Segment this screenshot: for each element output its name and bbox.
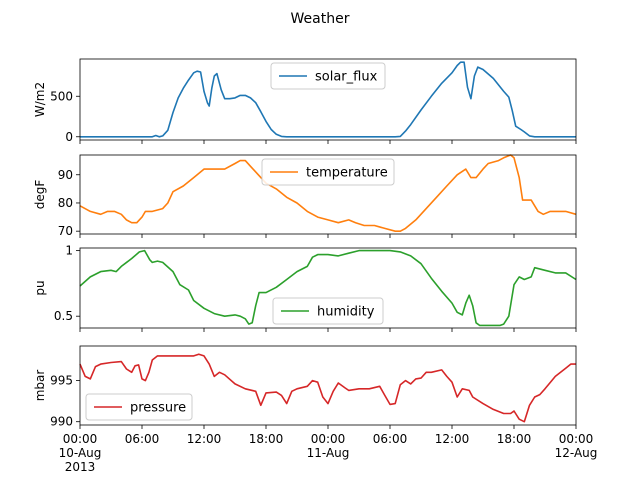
x-tick-label: 11-Aug xyxy=(307,446,350,460)
legend-box xyxy=(261,158,395,186)
plot-frame xyxy=(79,345,577,426)
legend-box xyxy=(270,62,386,90)
y-axis-label: mbar xyxy=(33,370,47,402)
chart-title: Weather xyxy=(291,11,350,27)
y-tick-label: 0 xyxy=(65,130,73,144)
x-tick-label: 10-Aug xyxy=(59,446,102,460)
y-tick-label: 90 xyxy=(58,168,73,182)
legend-label: temperature xyxy=(306,166,388,181)
legend-box xyxy=(85,393,193,421)
x-tick-label: 06:00 xyxy=(373,432,408,446)
plot-frame xyxy=(79,58,577,141)
x-tick-label: 12:00 xyxy=(435,432,470,446)
legend-box xyxy=(272,297,384,325)
y-axis-label: W/m2 xyxy=(33,82,47,117)
y-axis-label: pu xyxy=(33,280,47,295)
y-tick-label: 70 xyxy=(58,224,73,238)
y-tick-label: 990 xyxy=(50,415,73,429)
y-tick-label: 80 xyxy=(58,196,73,210)
x-tick-label: 00:00 xyxy=(559,432,594,446)
panel-temperature: 70 80 90 degF temperature xyxy=(33,154,577,238)
series-line-humidity xyxy=(79,249,577,327)
x-tick-label: 00:00 xyxy=(63,432,98,446)
y-tick-label: 995 xyxy=(50,374,73,388)
x-tick-label: 18:00 xyxy=(497,432,532,446)
x-tick-label: 06:00 xyxy=(125,432,160,446)
x-tick-label: 12:00 xyxy=(187,432,222,446)
legend: solar_flux xyxy=(270,62,386,90)
panel-humidity: 0.5 1 pu humidity xyxy=(33,244,577,332)
series-line-temperature xyxy=(79,154,577,232)
legend-label: humidity xyxy=(317,305,375,320)
legend: humidity xyxy=(272,297,384,325)
series-line-solar_flux xyxy=(80,61,576,138)
legend: temperature xyxy=(261,158,395,186)
plot-frame xyxy=(79,247,577,329)
legend-label: pressure xyxy=(130,401,186,416)
plot-frame xyxy=(79,154,577,235)
legend-label: solar_flux xyxy=(315,70,378,85)
x-tick-label: 2013 xyxy=(65,460,96,474)
y-axis-label: degF xyxy=(33,180,47,210)
y-tick-label: 1 xyxy=(65,244,73,258)
x-tick-label: 12-Aug xyxy=(555,446,598,460)
series-line-pressure xyxy=(79,353,576,423)
x-tick-label: 18:00 xyxy=(249,432,284,446)
x-tick-label: 00:00 xyxy=(311,432,346,446)
y-tick-label: 500 xyxy=(50,89,73,103)
y-tick-label: 0.5 xyxy=(54,309,73,323)
legend: pressure xyxy=(85,393,193,421)
